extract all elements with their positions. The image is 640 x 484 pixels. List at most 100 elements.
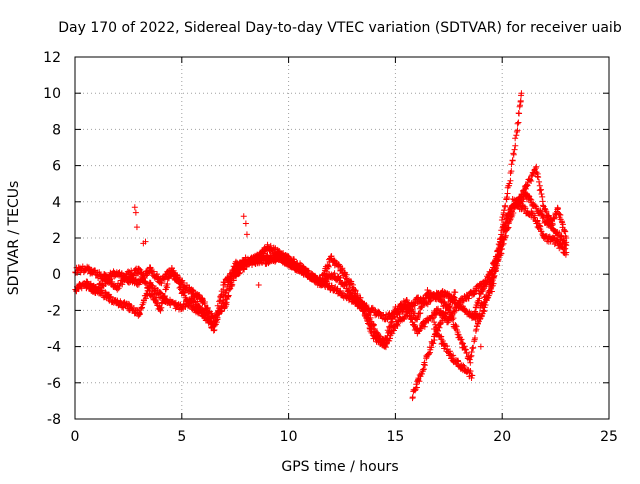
data-point-track-e	[524, 182, 531, 189]
data-point-track-b	[424, 286, 431, 293]
data-point-track-b	[365, 320, 372, 327]
data-point-track-f	[442, 310, 449, 317]
data-point-track-a	[394, 322, 401, 329]
y-tick-label: 12	[43, 50, 61, 66]
data-point-track-f	[416, 378, 423, 385]
data-point-track-b	[148, 281, 155, 288]
data-point-track-c	[520, 195, 527, 202]
data-point-track-d	[516, 110, 523, 117]
data-point-track-c	[388, 315, 395, 322]
data-point-isolated	[131, 204, 138, 211]
data-point-isolated	[477, 343, 484, 350]
data-point-track-g	[447, 348, 454, 355]
chart-title: Day 170 of 2022, Sidereal Day-to-day VTE…	[58, 20, 622, 36]
data-point-track-f	[421, 359, 428, 366]
data-point-track-a	[540, 214, 547, 221]
data-point-track-c	[181, 289, 188, 296]
data-point-track-g	[434, 327, 441, 334]
data-point-track-d	[510, 151, 517, 158]
y-tick-label: 4	[52, 195, 61, 211]
data-point-track-c	[488, 277, 495, 284]
data-point-track-e	[551, 215, 558, 222]
data-point-track-f	[422, 362, 429, 369]
data-point-track-b	[562, 245, 569, 252]
x-axis-label: GPS time / hours	[281, 459, 398, 475]
data-point-track-a	[201, 298, 208, 305]
data-point-track-d	[508, 161, 515, 168]
data-point-track-d	[506, 180, 513, 187]
data-point-track-c	[214, 314, 221, 321]
data-point-track-c	[170, 269, 177, 276]
data-point-track-h	[493, 257, 500, 264]
data-point-track-c	[455, 305, 462, 312]
data-point-track-b	[136, 311, 143, 318]
data-point-track-b	[501, 228, 508, 235]
data-point-track-c	[295, 263, 302, 270]
data-point-track-b	[473, 326, 480, 333]
data-point-track-h	[499, 235, 506, 241]
data-point-track-c	[505, 210, 512, 217]
data-point-track-d	[514, 127, 521, 134]
data-point-track-c	[176, 285, 183, 292]
data-point-track-f	[413, 381, 420, 388]
data-point-track-h	[480, 284, 487, 291]
data-point-track-e	[535, 174, 542, 181]
data-point-track-b	[467, 359, 474, 366]
data-point-track-d	[504, 190, 511, 197]
data-point-track-g	[450, 352, 457, 359]
data-point-track-c	[404, 306, 411, 313]
data-point-track-b	[452, 322, 459, 329]
y-tick-label: 2	[52, 231, 61, 247]
data-point-track-e	[549, 220, 556, 227]
data-point-track-a	[147, 264, 154, 271]
y-tick-label: 6	[52, 159, 61, 175]
data-point-track-f	[428, 344, 435, 351]
data-point-track-c	[211, 322, 218, 329]
data-point-track-c	[164, 281, 171, 288]
data-point-track-b	[363, 316, 370, 323]
data-point-track-a	[338, 266, 345, 273]
y-tick-label: 0	[52, 267, 61, 283]
data-point-track-h	[483, 281, 490, 288]
data-point-track-b	[414, 313, 421, 320]
data-point-track-b	[472, 334, 479, 341]
data-point-isolated	[255, 282, 262, 289]
data-point-track-d	[507, 177, 514, 184]
data-point-track-b	[421, 299, 428, 306]
data-point-track-c	[216, 308, 223, 315]
data-point-track-e	[541, 205, 548, 212]
data-point-track-b	[490, 280, 497, 287]
data-point-track-a	[325, 263, 332, 270]
x-tick-label: 15	[386, 429, 404, 445]
data-point-track-e	[538, 191, 545, 198]
data-point-track-b	[531, 212, 538, 219]
data-point-track-b	[463, 350, 470, 357]
data-point-track-d	[498, 217, 505, 224]
data-point-track-b	[383, 335, 390, 342]
data-point-track-b	[418, 304, 425, 311]
data-point-track-d	[513, 132, 520, 139]
data-point-track-d	[509, 157, 516, 164]
data-point-track-c	[192, 304, 199, 311]
data-point-track-c	[157, 307, 164, 314]
data-point-track-d	[518, 90, 525, 97]
data-point-track-c	[228, 275, 235, 282]
data-point-track-f	[409, 394, 416, 401]
data-point-track-b	[151, 287, 158, 294]
data-point-track-a	[189, 288, 196, 295]
data-point-track-f	[418, 370, 425, 377]
data-point-track-b	[172, 305, 179, 312]
plot-frame	[74, 56, 610, 420]
data-point-track-e	[532, 165, 539, 172]
tick-labels: 0 5 10 15 20 25 -8 -6 -4 -2 0 2 4 6 8 10 12	[43, 50, 618, 445]
data-point-track-c	[463, 291, 470, 298]
data-point-track-b	[462, 346, 469, 353]
data-point-track-c	[231, 265, 238, 272]
data-point-track-c	[375, 308, 382, 315]
data-point-track-d	[502, 203, 509, 210]
data-point-track-b	[536, 222, 543, 229]
data-point-track-h	[496, 245, 503, 252]
data-point-track-e	[546, 213, 553, 220]
data-point-track-e	[559, 221, 566, 228]
